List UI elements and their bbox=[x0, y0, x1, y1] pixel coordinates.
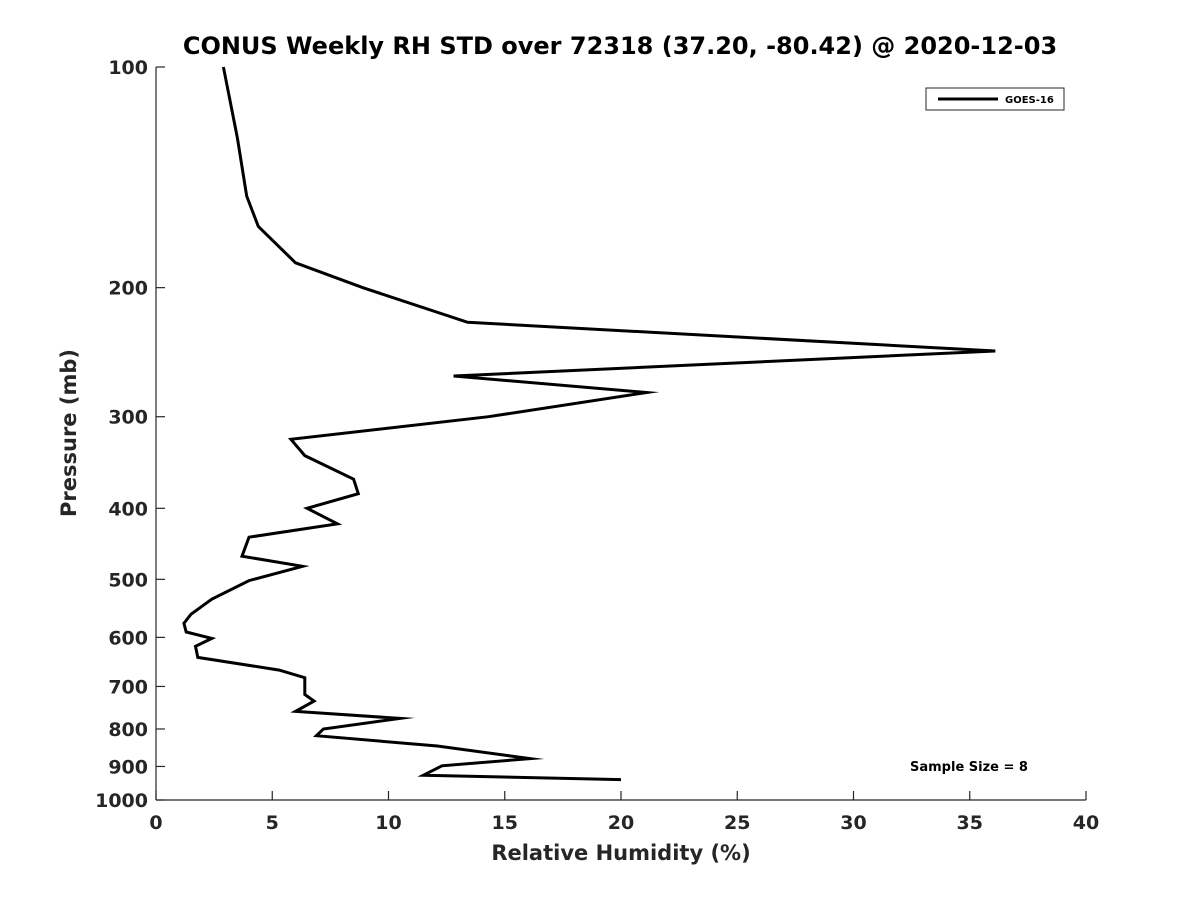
x-tick-label: 0 bbox=[149, 812, 162, 834]
series-line-0 bbox=[182, 66, 996, 782]
axes bbox=[155, 67, 1086, 801]
y-tick-label: 1000 bbox=[95, 790, 148, 812]
y-tick-label: 300 bbox=[108, 407, 148, 429]
x-tick-label: 30 bbox=[840, 812, 866, 834]
y-tick-label: 900 bbox=[108, 756, 148, 778]
x-tick-label: 5 bbox=[266, 812, 279, 834]
x-ticks: 0 5 10 15 20 25 30 35 40 bbox=[149, 791, 1099, 834]
y-tick-label: 800 bbox=[108, 719, 148, 741]
sample-size-annotation: Sample Size = 8 bbox=[910, 760, 1028, 775]
chart-title: CONUS Weekly RH STD over 72318 (37.20, -… bbox=[183, 32, 1057, 60]
y-tick-label: 100 bbox=[108, 57, 148, 79]
y-tick-label: 600 bbox=[108, 627, 148, 649]
x-tick-label: 20 bbox=[608, 812, 634, 834]
y-ticks: 100 200 300 400 500 600 700 800 900 1000 bbox=[95, 57, 165, 812]
y-tick-label: 200 bbox=[108, 278, 148, 300]
x-tick-label: 10 bbox=[375, 812, 401, 834]
y-tick-label: 700 bbox=[108, 676, 148, 698]
x-tick-label: 25 bbox=[724, 812, 750, 834]
x-tick-label: 40 bbox=[1073, 812, 1099, 834]
x-tick-label: 35 bbox=[957, 812, 983, 834]
x-tick-label: 15 bbox=[492, 812, 518, 834]
legend: GOES-16 bbox=[925, 87, 1065, 111]
series-layer bbox=[182, 66, 996, 782]
x-axis-label: Relative Humidity (%) bbox=[491, 841, 750, 865]
y-tick-label: 400 bbox=[108, 498, 148, 520]
y-axis-label: Pressure (mb) bbox=[57, 349, 81, 517]
legend-label: GOES-16 bbox=[1005, 95, 1054, 106]
y-tick-label: 500 bbox=[108, 569, 148, 591]
